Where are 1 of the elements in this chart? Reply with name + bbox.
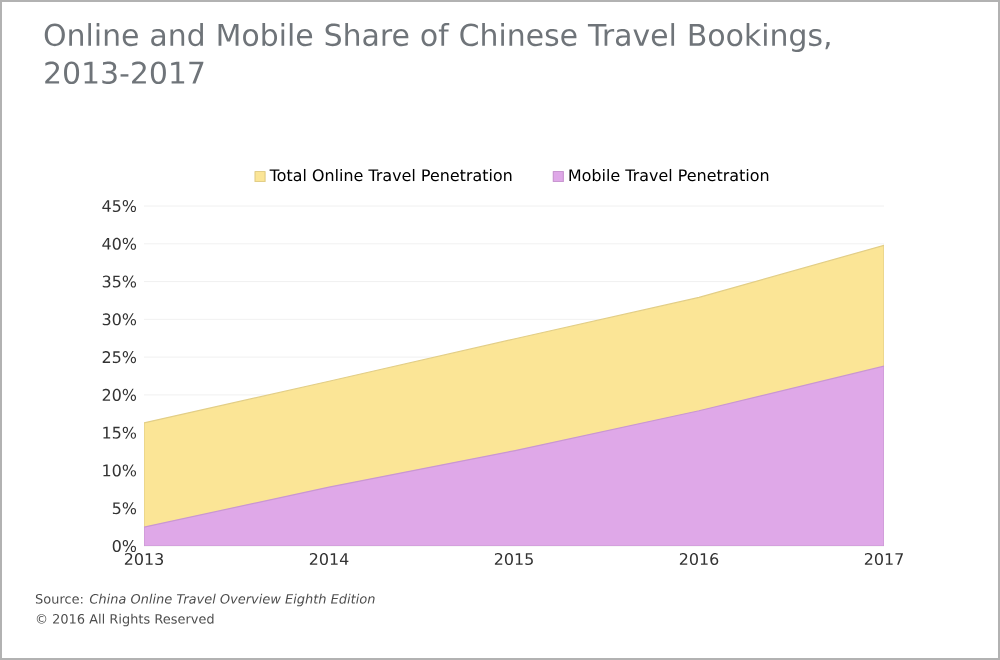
chart-title: Online and Mobile Share of Chinese Travel Bookings, 2013-2017: [44, 23, 830, 85]
